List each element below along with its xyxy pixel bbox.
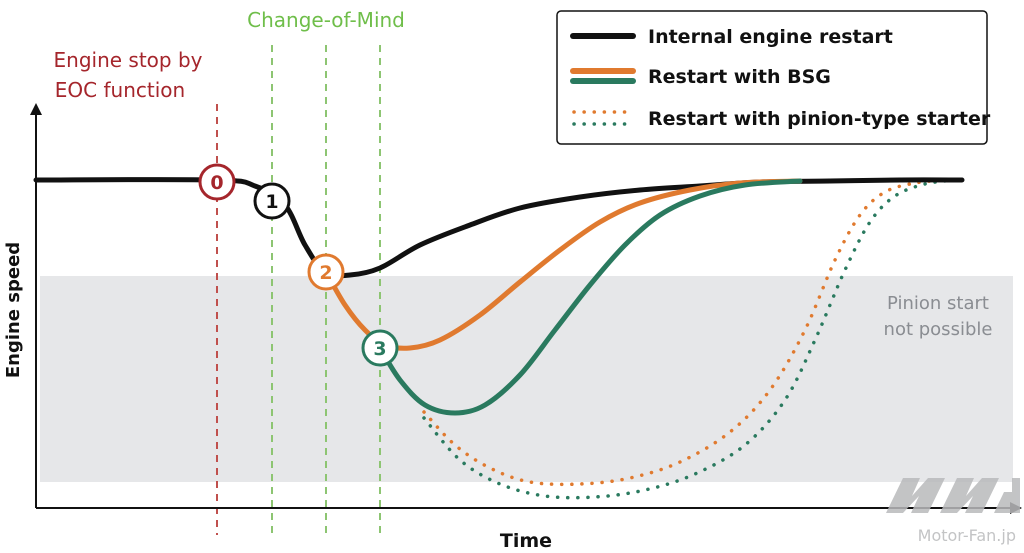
legend-box <box>556 10 988 145</box>
series-line-0 <box>33 177 965 279</box>
legend-label-0: Internal engine restart <box>648 26 893 48</box>
region-label-line2: not possible <box>884 319 993 340</box>
legend-item-1: Restart with BSG <box>570 66 831 88</box>
y-axis-label: Engine speed <box>3 242 24 378</box>
watermark-text: Motor-Fan.jp <box>918 526 1016 545</box>
engine-stop-label-line2: EOC function <box>55 78 185 102</box>
legend-label-2: Restart with pinion-type starter <box>648 108 991 130</box>
marker-circle-2 <box>307 253 345 291</box>
legend-item-0: Internal engine restart <box>570 26 893 48</box>
marker-label-3: 3 <box>373 338 386 360</box>
marker-circle-1 <box>253 182 291 220</box>
legend: Internal engine restart Restart with BSG R… <box>556 10 991 145</box>
marker-circle-0 <box>198 163 236 201</box>
marker-label-1: 1 <box>265 191 278 213</box>
series-line-3 <box>422 178 947 487</box>
pinion-not-possible-region <box>40 276 1013 482</box>
series-line-2 <box>377 178 803 416</box>
region-label-line1: Pinion start <box>887 293 989 314</box>
series-line-1 <box>323 178 803 351</box>
legend-label-1: Restart with BSG <box>648 66 831 88</box>
marker-circle-3 <box>361 329 399 367</box>
marker-3: 3 <box>361 329 399 367</box>
legend-item-2: Restart with pinion-type starter <box>572 108 991 130</box>
marker-2: 2 <box>307 253 345 291</box>
brand-logo-icon <box>886 478 1020 513</box>
watermark: Motor-Fan.jp <box>886 478 1020 545</box>
x-axis-label: Time <box>500 530 552 552</box>
engine-stop-label-line1: Engine stop by <box>54 48 203 72</box>
marker-1: 1 <box>253 182 291 220</box>
change-of-mind-label: Change-of-Mind <box>247 8 405 32</box>
markers-group: 0 1 2 3 <box>198 163 399 367</box>
marker-label-2: 2 <box>319 262 332 284</box>
marker-0: 0 <box>198 163 236 201</box>
y-axis-arrow-icon <box>30 103 42 115</box>
marker-label-0: 0 <box>210 172 223 194</box>
